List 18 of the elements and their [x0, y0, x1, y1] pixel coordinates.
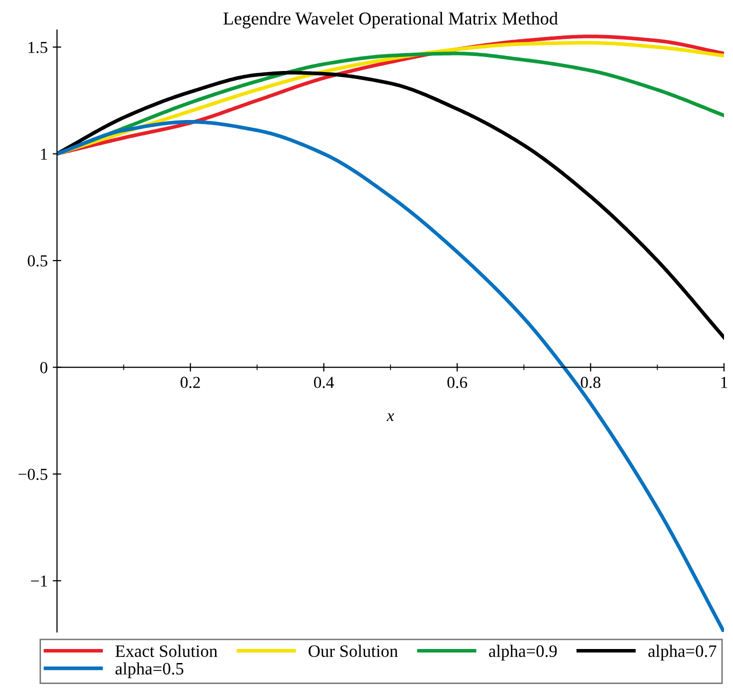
- legend-label: alpha=0.9: [488, 644, 557, 661]
- y-tick-label: −0.5: [18, 468, 48, 480]
- chart-title: Legendre Wavelet Operational Matrix Method: [223, 12, 558, 28]
- x-axis-title: x: [386, 413, 394, 421]
- y-tick-label: 1.5: [28, 42, 48, 54]
- x-tick-label: 0.4: [314, 376, 334, 388]
- x-tick-label: 0.2: [180, 376, 200, 388]
- x-tick-label: 0.8: [580, 376, 600, 388]
- y-tick-label: −1: [31, 576, 47, 587]
- legend-label: Our Solution: [308, 644, 398, 657]
- legend-label: Exact Solution: [115, 644, 218, 657]
- y-tick-label: 0: [40, 362, 48, 374]
- x-tick-label: 0.6: [447, 376, 468, 388]
- y-tick-label: 0.5: [28, 255, 48, 267]
- legend-label: alpha=0.7: [648, 644, 716, 661]
- legend-label: alpha=0.5: [116, 662, 184, 678]
- y-tick-label: 1: [41, 148, 47, 160]
- x-tick-label: 1: [721, 376, 728, 388]
